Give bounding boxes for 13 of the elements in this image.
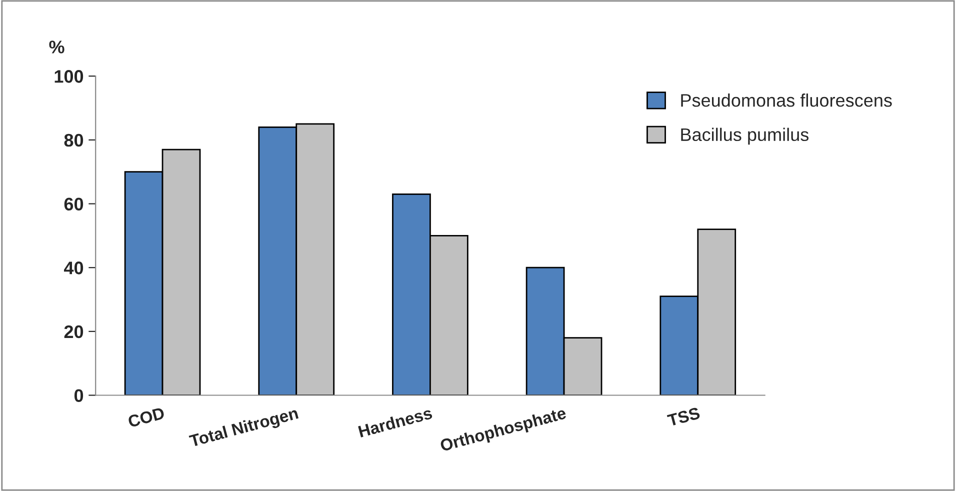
y-tick-label: 60 bbox=[64, 198, 84, 210]
y-tick-label: 40 bbox=[64, 262, 84, 274]
x-tick-label: TSS bbox=[666, 406, 700, 427]
y-tick-label: 0 bbox=[74, 389, 84, 402]
x-tick-label: COD bbox=[128, 406, 166, 428]
legend-label: Bacillus pumilus bbox=[681, 128, 809, 145]
legend-label: Pseudomonas fluorescens bbox=[681, 94, 892, 107]
x-tick-label: Hardness bbox=[358, 406, 433, 438]
x-tick-label: Total Nitrogen bbox=[188, 406, 300, 450]
y-axis-title: % bbox=[49, 40, 64, 54]
y-tick-label: 80 bbox=[64, 134, 84, 147]
y-tick-label: 100 bbox=[54, 70, 84, 83]
y-tick-label: 20 bbox=[64, 325, 84, 338]
